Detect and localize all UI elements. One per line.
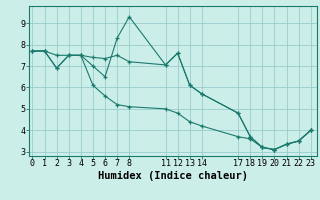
X-axis label: Humidex (Indice chaleur): Humidex (Indice chaleur): [98, 171, 248, 181]
